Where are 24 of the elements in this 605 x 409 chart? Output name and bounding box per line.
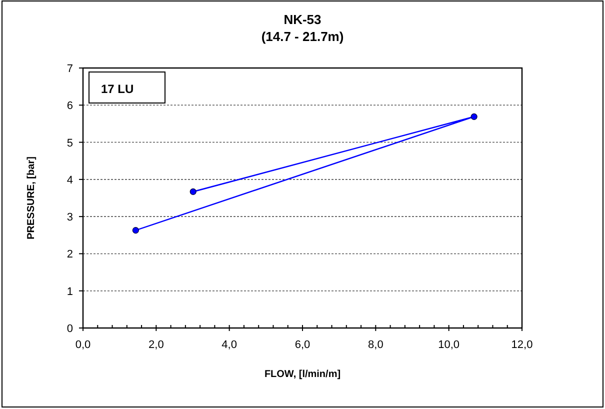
- x-tick-label: 4,0: [222, 339, 237, 351]
- x-tick-label: 10,0: [438, 339, 460, 351]
- y-tick-label: 7: [66, 63, 73, 75]
- text-box: 17 LU: [88, 72, 166, 104]
- y-tick-label: 5: [66, 137, 73, 150]
- y-tick-label: 6: [66, 100, 73, 112]
- y-axis-title: PRESSURE, [bar]: [26, 156, 37, 240]
- y-tick-label: 0: [66, 323, 73, 335]
- point: [190, 188, 196, 195]
- point: [132, 227, 139, 234]
- y-tick-label: 4: [66, 174, 73, 186]
- x-axis-title: FLOW, [l/min/m]: [264, 369, 341, 380]
- x-tick-label: 12,0: [511, 339, 533, 351]
- chart-title: NK-53: [284, 12, 322, 27]
- y-tick-label: 2: [66, 248, 73, 261]
- point: [470, 113, 478, 120]
- y-tick-label: 3: [66, 212, 73, 224]
- chart-subtitle: (14.7 - 21.7m): [261, 29, 344, 44]
- annotation: 17 LU: [101, 82, 134, 96]
- y-tick-label: 1: [66, 286, 73, 298]
- x-tick-label: 0,0: [75, 339, 91, 351]
- x-tick-label: 8,0: [368, 339, 384, 351]
- x-tick-label: 6,0: [294, 339, 310, 351]
- x-tick-label: 2,0: [148, 339, 164, 351]
